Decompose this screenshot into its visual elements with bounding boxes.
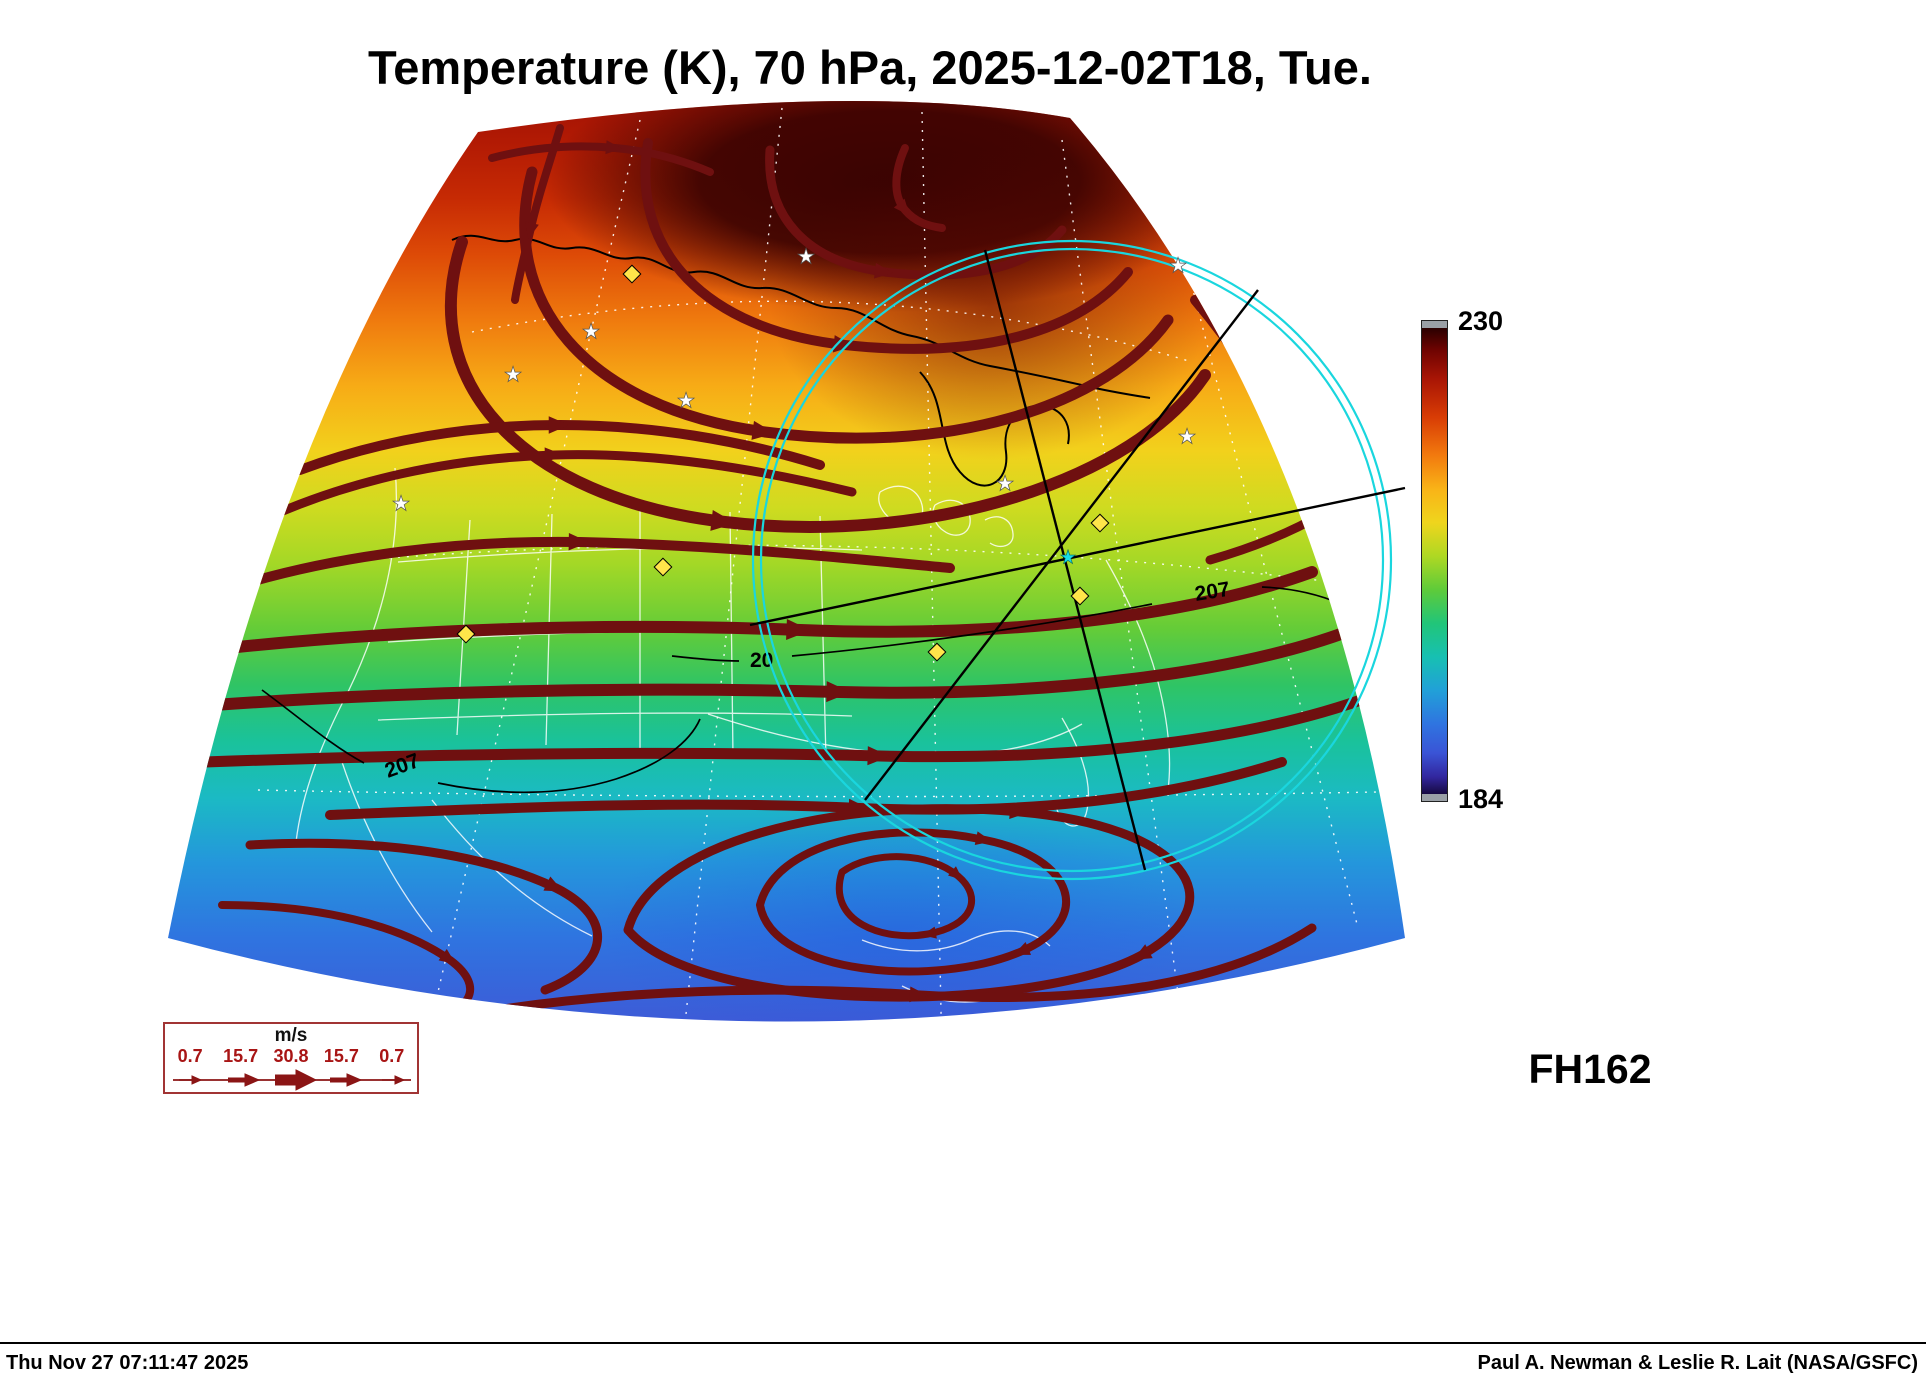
wind-legend-value: 0.7 [379, 1046, 405, 1066]
streamline [208, 624, 1358, 711]
colorbar [1421, 320, 1448, 802]
colorbar-max-label: 230 [1458, 306, 1504, 336]
streamline [257, 447, 857, 525]
marker-layer: ◆ ◆ ◆ ◆ ◆ ◆ ★ ★ ★ ★ ★ ★ ★ ★ ★ [391, 245, 1197, 663]
orbit-lines [749, 249, 1406, 871]
page-title: Temperature (K), 70 hPa, 2025-12-02T18, … [368, 41, 1372, 94]
streamline [488, 140, 714, 176]
streamline [640, 138, 1133, 354]
marker-star: ★ [392, 493, 411, 516]
wind-legend-value: 0.7 [177, 1046, 203, 1066]
wind-arrow-scale-icon [173, 1069, 411, 1091]
footer-divider [0, 1342, 1926, 1344]
marker-diamond: ◆ [1091, 508, 1109, 534]
temperature-field [168, 100, 1405, 1022]
wind-legend-value: 15.7 [323, 1046, 359, 1066]
generation-timestamp: Thu Nov 27 07:11:47 2025 [6, 1352, 249, 1374]
contour-label-right: 207 [1193, 578, 1231, 606]
streamline [444, 236, 1211, 533]
streamline [511, 124, 564, 304]
wind-legend-unit: m/s [274, 1025, 308, 1046]
marker-star: ★ [1169, 255, 1188, 278]
marker-star: ★ [504, 364, 523, 387]
marker-cyan-star: ★ [1059, 548, 1076, 569]
marker-star: ★ [677, 390, 696, 413]
wind-speed-legend: m/s 0.7 15.7 30.8 15.7 0.7 [163, 1022, 419, 1094]
streamline [235, 533, 955, 590]
marker-diamond: ◆ [654, 552, 672, 578]
wind-legend-value: 30.8 [273, 1046, 309, 1066]
marker-diamond: ◆ [1071, 581, 1089, 607]
graticule [257, 107, 1379, 1022]
colorbar-min-label: 184 [1458, 784, 1504, 814]
wind-legend-value: 15.7 [223, 1046, 259, 1066]
marker-star: ★ [582, 321, 601, 344]
credit-text: Paul A. Newman & Leslie R. Lait (NASA/GS… [1477, 1352, 1918, 1374]
marker-star: ★ [996, 473, 1015, 496]
marker-star: ★ [797, 246, 816, 269]
streamline [245, 838, 602, 995]
streamline [836, 853, 976, 940]
marker-diamond: ◆ [928, 637, 946, 663]
streamline [519, 166, 1174, 444]
streamline [325, 757, 1287, 820]
forecast-hour-label: FH162 [1528, 1046, 1652, 1092]
streamline [295, 416, 825, 475]
marker-diamond: ◆ [457, 619, 475, 645]
marker-diamond: ◆ [623, 259, 641, 285]
streamline [222, 566, 1318, 654]
streamline [199, 690, 1378, 768]
streamline [765, 145, 1067, 280]
wind-legend-values: 0.7 15.7 30.8 15.7 0.7 [165, 1046, 417, 1066]
marker-star: ★ [1178, 426, 1197, 449]
observation-circle [751, 239, 1393, 881]
streamline [892, 144, 946, 232]
